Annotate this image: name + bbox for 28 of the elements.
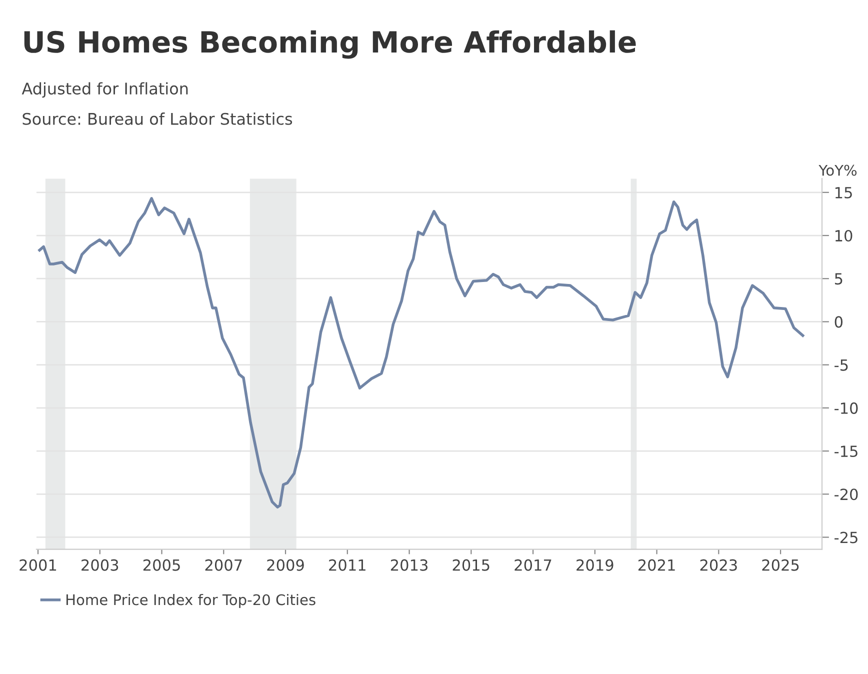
y-tick-label: 5 <box>834 273 842 285</box>
legend-label: Home Price Index for Top-20 Cities <box>66 594 316 608</box>
y-tick-label: -20 <box>834 488 858 500</box>
x-tick-label: 2013 <box>390 559 428 571</box>
y-axis-title: YoY% <box>818 164 857 176</box>
y-tick-label: -5 <box>834 359 848 371</box>
y-tick-label: -15 <box>834 446 858 458</box>
x-tick-label: 2001 <box>20 559 56 571</box>
x-tick-label: 2017 <box>514 559 552 571</box>
x-tick-label: 2019 <box>576 559 614 571</box>
source-note: Source: Bureau of Labor Statistics <box>22 112 292 125</box>
x-tick-label: 2003 <box>82 559 118 571</box>
y-tick-label: 10 <box>835 230 852 242</box>
chart-subtitle: Adjusted for Inflation <box>22 82 188 98</box>
x-tick-label: 2021 <box>638 559 675 571</box>
x-tick-label: 2015 <box>452 559 490 571</box>
y-tick-label: 15 <box>835 187 852 198</box>
y-tick-label: -10 <box>834 402 858 414</box>
line-series <box>38 197 804 508</box>
x-tick-label: 2011 <box>329 559 366 571</box>
x-tick-label: 2025 <box>762 559 799 571</box>
x-tick-label: 2009 <box>267 559 304 571</box>
x-tick-label: 2005 <box>143 559 180 571</box>
chart-title: US Homes Becoming More Affordable <box>24 30 636 59</box>
y-tick-label: -25 <box>834 532 858 544</box>
x-tick-label: 2023 <box>700 559 737 571</box>
y-tick-label: 0 <box>834 316 843 328</box>
x-tick-label: 2007 <box>205 559 242 571</box>
